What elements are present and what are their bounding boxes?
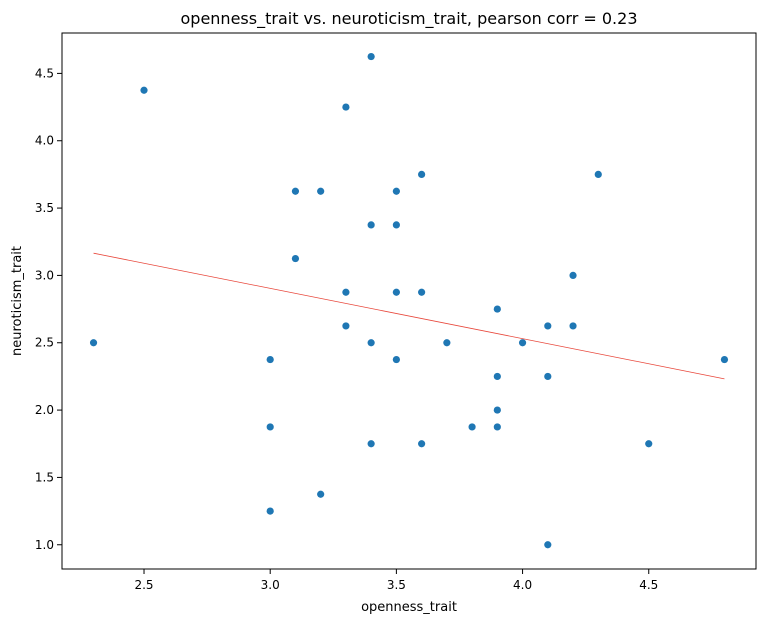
x-tick-label: 3.5 xyxy=(387,578,406,592)
data-point xyxy=(418,440,426,448)
data-point xyxy=(342,322,350,330)
data-point xyxy=(468,423,476,431)
data-point xyxy=(266,423,274,431)
data-point xyxy=(518,339,527,347)
data-point xyxy=(392,355,400,364)
data-point xyxy=(342,288,350,296)
data-point xyxy=(266,507,274,515)
y-tick-label: 3.0 xyxy=(35,268,54,282)
data-point xyxy=(291,254,300,263)
data-point xyxy=(493,372,501,381)
y-tick-label: 3.5 xyxy=(35,201,54,215)
chart-title: openness_trait vs. neuroticism_trait, pe… xyxy=(181,9,638,29)
data-point xyxy=(493,423,501,431)
data-point xyxy=(544,372,552,381)
data-point xyxy=(392,187,400,195)
y-tick-label: 2.5 xyxy=(35,336,54,350)
data-point xyxy=(544,322,552,330)
y-tick-label: 4.5 xyxy=(35,66,54,80)
trend-line xyxy=(93,252,725,380)
x-tick-label: 3.0 xyxy=(261,578,280,592)
data-point xyxy=(317,187,325,195)
data-point xyxy=(443,339,451,347)
data-point xyxy=(140,86,148,94)
data-point xyxy=(493,305,501,313)
y-axis: 1.0 1.5 2.0 2.5 3.0 3.5 4.0 4.5 xyxy=(35,66,62,552)
x-tick-label: 2.5 xyxy=(134,578,153,592)
y-tick-label: 2.0 xyxy=(35,403,54,417)
y-tick-label: 4.0 xyxy=(35,134,54,148)
data-point xyxy=(317,490,325,498)
data-point xyxy=(594,170,602,179)
data-point xyxy=(392,288,400,296)
data-point xyxy=(342,103,350,111)
data-point xyxy=(418,288,426,296)
data-point xyxy=(266,355,274,364)
data-point xyxy=(392,221,400,229)
data-point xyxy=(367,221,375,229)
y-tick-label: 1.0 xyxy=(35,538,54,552)
y-tick-label: 1.5 xyxy=(35,470,54,484)
data-point xyxy=(569,322,577,330)
data-point xyxy=(645,440,653,448)
data-point xyxy=(493,406,501,414)
data-point xyxy=(367,440,375,448)
x-axis-label: openness_trait xyxy=(361,600,457,615)
data-point xyxy=(569,271,577,280)
plot-area-frame xyxy=(61,32,757,570)
data-point xyxy=(291,187,300,195)
data-point xyxy=(418,170,426,179)
data-point xyxy=(367,52,375,61)
x-tick-label: 4.5 xyxy=(639,578,658,592)
x-tick-label: 4.0 xyxy=(513,578,532,592)
data-point xyxy=(367,339,375,347)
data-point xyxy=(720,355,729,364)
data-point xyxy=(544,541,552,549)
x-axis: 2.5 3.0 3.5 4.0 4.5 xyxy=(134,569,658,592)
data-points xyxy=(89,52,729,549)
data-point xyxy=(89,339,98,347)
y-axis-label: neuroticism_trait xyxy=(10,246,25,356)
